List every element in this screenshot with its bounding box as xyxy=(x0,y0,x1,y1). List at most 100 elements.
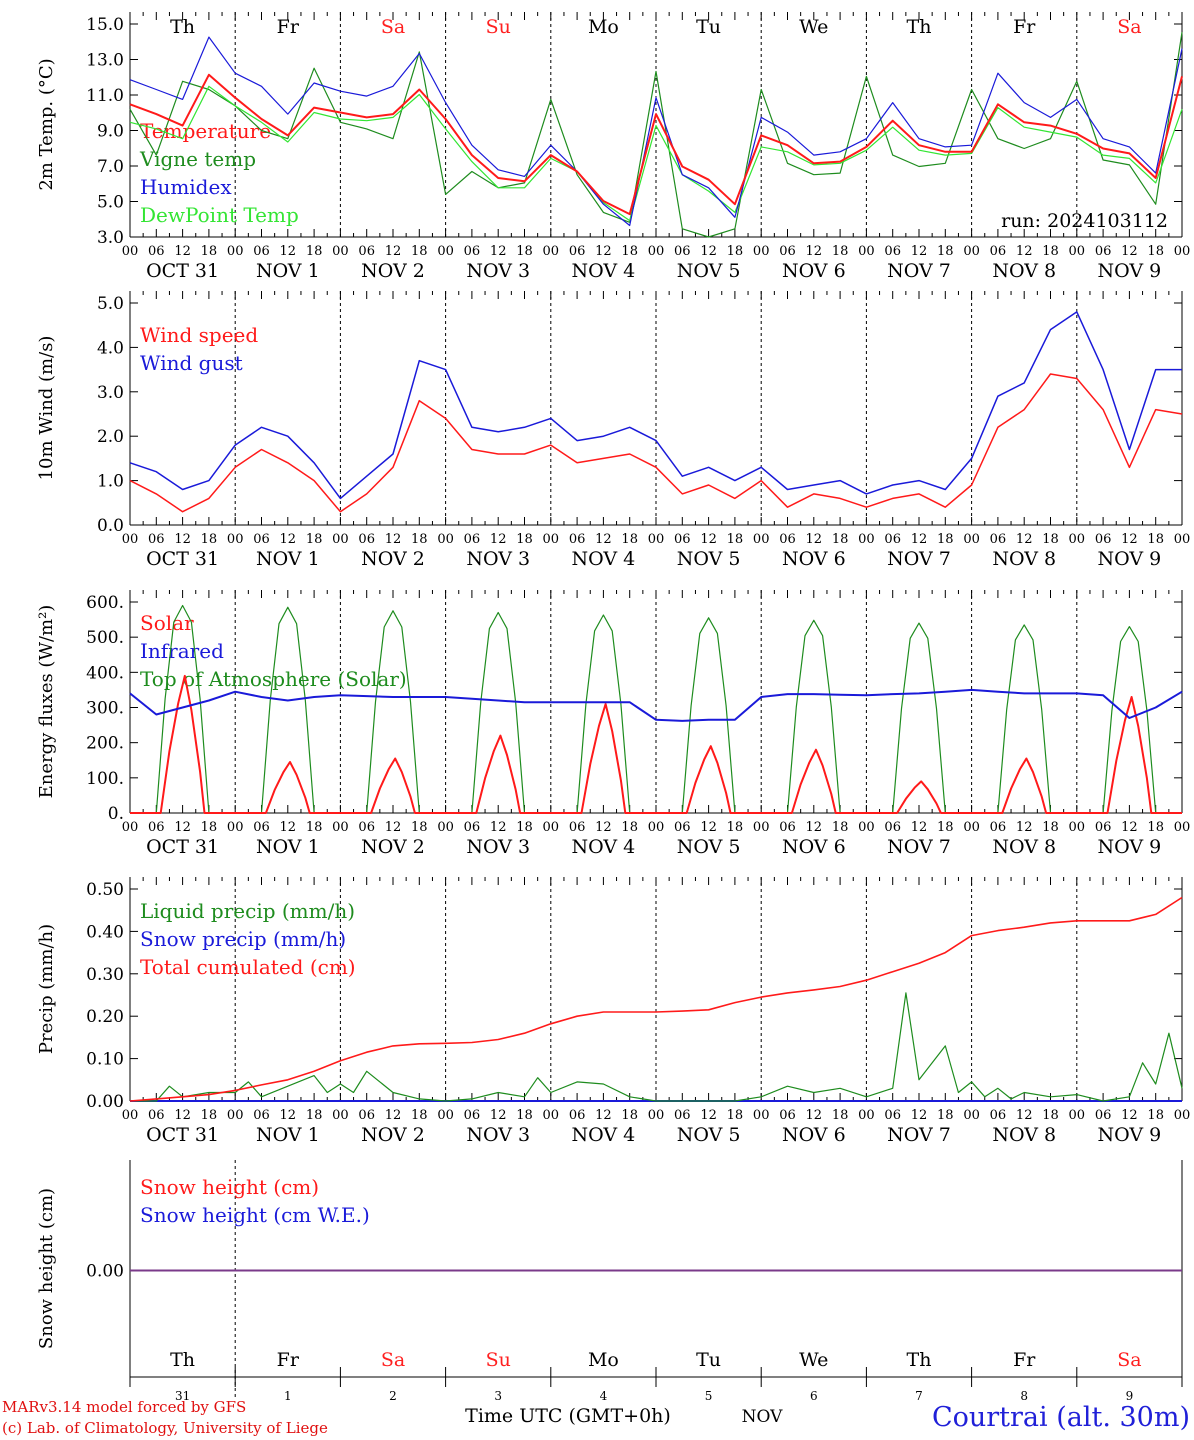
hour-tick-label: 12 xyxy=(174,820,191,835)
y-tick-label: 9.0 xyxy=(97,122,124,142)
hour-tick-label: 06 xyxy=(464,244,481,259)
hour-tick-label: 18 xyxy=(832,820,849,835)
hour-tick-label: 18 xyxy=(832,244,849,259)
run-label: run: 2024103112 xyxy=(1001,210,1168,232)
date-label: NOV 8 xyxy=(992,1124,1056,1146)
hour-tick-label: 06 xyxy=(779,532,796,547)
hour-tick-label: 06 xyxy=(253,532,270,547)
hour-tick-label: 18 xyxy=(306,532,323,547)
hour-tick-label: 06 xyxy=(884,820,901,835)
hour-tick-label: 12 xyxy=(280,1108,297,1123)
y-tick-label: 0.50 xyxy=(86,880,124,900)
hour-tick-label: 18 xyxy=(727,244,744,259)
hour-tick-label: 00 xyxy=(332,1108,349,1123)
hour-tick-label: 18 xyxy=(621,244,638,259)
series-line xyxy=(129,32,1183,238)
y-tick-label: 13.0 xyxy=(86,51,124,71)
hour-tick-label: 06 xyxy=(358,1108,375,1123)
y-tick-label: 2.0 xyxy=(97,427,124,447)
hour-tick-label: 06 xyxy=(779,820,796,835)
legend-entry: Wind speed xyxy=(140,323,258,347)
hour-tick-label: 06 xyxy=(253,820,270,835)
hour-tick-label: 06 xyxy=(1095,532,1112,547)
hour-tick-label: 06 xyxy=(464,820,481,835)
date-label: NOV 2 xyxy=(361,548,425,570)
series-line xyxy=(129,896,1183,1102)
day-number-label: 31 xyxy=(175,1389,190,1403)
date-label: NOV 5 xyxy=(677,260,741,282)
legend-entry: Humidex xyxy=(140,175,232,199)
hour-tick-label: 12 xyxy=(1121,244,1138,259)
hour-tick-label: 18 xyxy=(1042,244,1059,259)
date-label: OCT 31 xyxy=(146,836,219,858)
date-label: NOV 8 xyxy=(992,260,1056,282)
weekday-label: Fr xyxy=(277,16,300,38)
hour-tick-label: 06 xyxy=(253,1108,270,1123)
hour-tick-label: 12 xyxy=(385,820,402,835)
day-number-label: 5 xyxy=(705,1389,713,1403)
hour-tick-label: 00 xyxy=(332,820,349,835)
hour-tick-label: 06 xyxy=(569,820,586,835)
hour-tick-label: 00 xyxy=(227,532,244,547)
date-label: OCT 31 xyxy=(146,1124,219,1146)
hour-tick-label: 18 xyxy=(937,1108,954,1123)
date-label: NOV 3 xyxy=(466,836,530,858)
y-tick-label: 200. xyxy=(86,734,124,754)
date-label: NOV 6 xyxy=(782,548,846,570)
date-label: NOV 1 xyxy=(256,1124,320,1146)
date-label: NOV 7 xyxy=(887,260,951,282)
weekday-label: Sa xyxy=(1117,16,1141,38)
date-label: NOV 4 xyxy=(572,548,636,570)
hour-tick-label: 06 xyxy=(674,1108,691,1123)
date-label: NOV 8 xyxy=(992,548,1056,570)
hour-tick-label: 12 xyxy=(595,1108,612,1123)
hour-tick-label: 18 xyxy=(1042,1108,1059,1123)
hour-tick-label: 12 xyxy=(490,532,507,547)
hour-tick-label: 00 xyxy=(1174,1108,1191,1123)
weekday-label: Sa xyxy=(381,16,405,38)
day-number-label: 9 xyxy=(1126,1389,1134,1403)
date-label: NOV 5 xyxy=(677,836,741,858)
hour-tick-label: 00 xyxy=(122,1108,139,1123)
hour-tick-label: 12 xyxy=(1121,1108,1138,1123)
date-label: NOV 1 xyxy=(256,260,320,282)
hour-tick-label: 12 xyxy=(700,244,717,259)
legend-entry: Snow height (cm) xyxy=(140,1175,319,1199)
time-axis-label: Time UTC (GMT+0h) xyxy=(465,1405,671,1427)
weekday-label: Su xyxy=(486,1349,511,1371)
hour-tick-label: 00 xyxy=(1069,244,1086,259)
hour-tick-label: 18 xyxy=(832,532,849,547)
date-label: NOV 9 xyxy=(1098,836,1162,858)
series-line xyxy=(130,604,1182,814)
panel-1: 00 06 12 18 00 06 12 18 00 06 12 18 00 06 12 18 00 06 12 18… xyxy=(36,12,1190,282)
hour-tick-label: 00 xyxy=(963,532,980,547)
y-tick-label: 0.00 xyxy=(86,1092,124,1112)
hour-tick-label: 18 xyxy=(1042,532,1059,547)
hour-tick-label: 06 xyxy=(148,532,165,547)
hour-tick-label: 18 xyxy=(411,820,428,835)
date-label: NOV 1 xyxy=(256,836,320,858)
hour-tick-label: 18 xyxy=(201,820,218,835)
hour-tick-label: 18 xyxy=(832,1108,849,1123)
hour-tick-label: 18 xyxy=(411,1108,428,1123)
hour-tick-label: 06 xyxy=(674,820,691,835)
hour-tick-label: 18 xyxy=(937,820,954,835)
hour-tick-label: 06 xyxy=(148,1108,165,1123)
date-label: NOV 3 xyxy=(466,1124,530,1146)
hour-tick-label: 06 xyxy=(990,820,1007,835)
y-tick-label: 0.10 xyxy=(86,1050,124,1070)
hour-tick-label: 00 xyxy=(648,244,665,259)
legend-entry: Temperature xyxy=(140,119,271,143)
y-axis-label: Precip (mm/h) xyxy=(36,924,57,1054)
date-label: NOV 6 xyxy=(782,836,846,858)
y-tick-label: 0.0 xyxy=(97,516,124,536)
hour-tick-label: 12 xyxy=(911,1108,928,1123)
hour-tick-label: 12 xyxy=(595,244,612,259)
hour-tick-label: 12 xyxy=(280,532,297,547)
hour-tick-label: 06 xyxy=(990,244,1007,259)
date-label: NOV 9 xyxy=(1098,548,1162,570)
legend-entry: DewPoint Temp xyxy=(140,203,299,227)
legend-entry: Wind gust xyxy=(140,351,243,375)
hour-tick-label: 18 xyxy=(621,820,638,835)
